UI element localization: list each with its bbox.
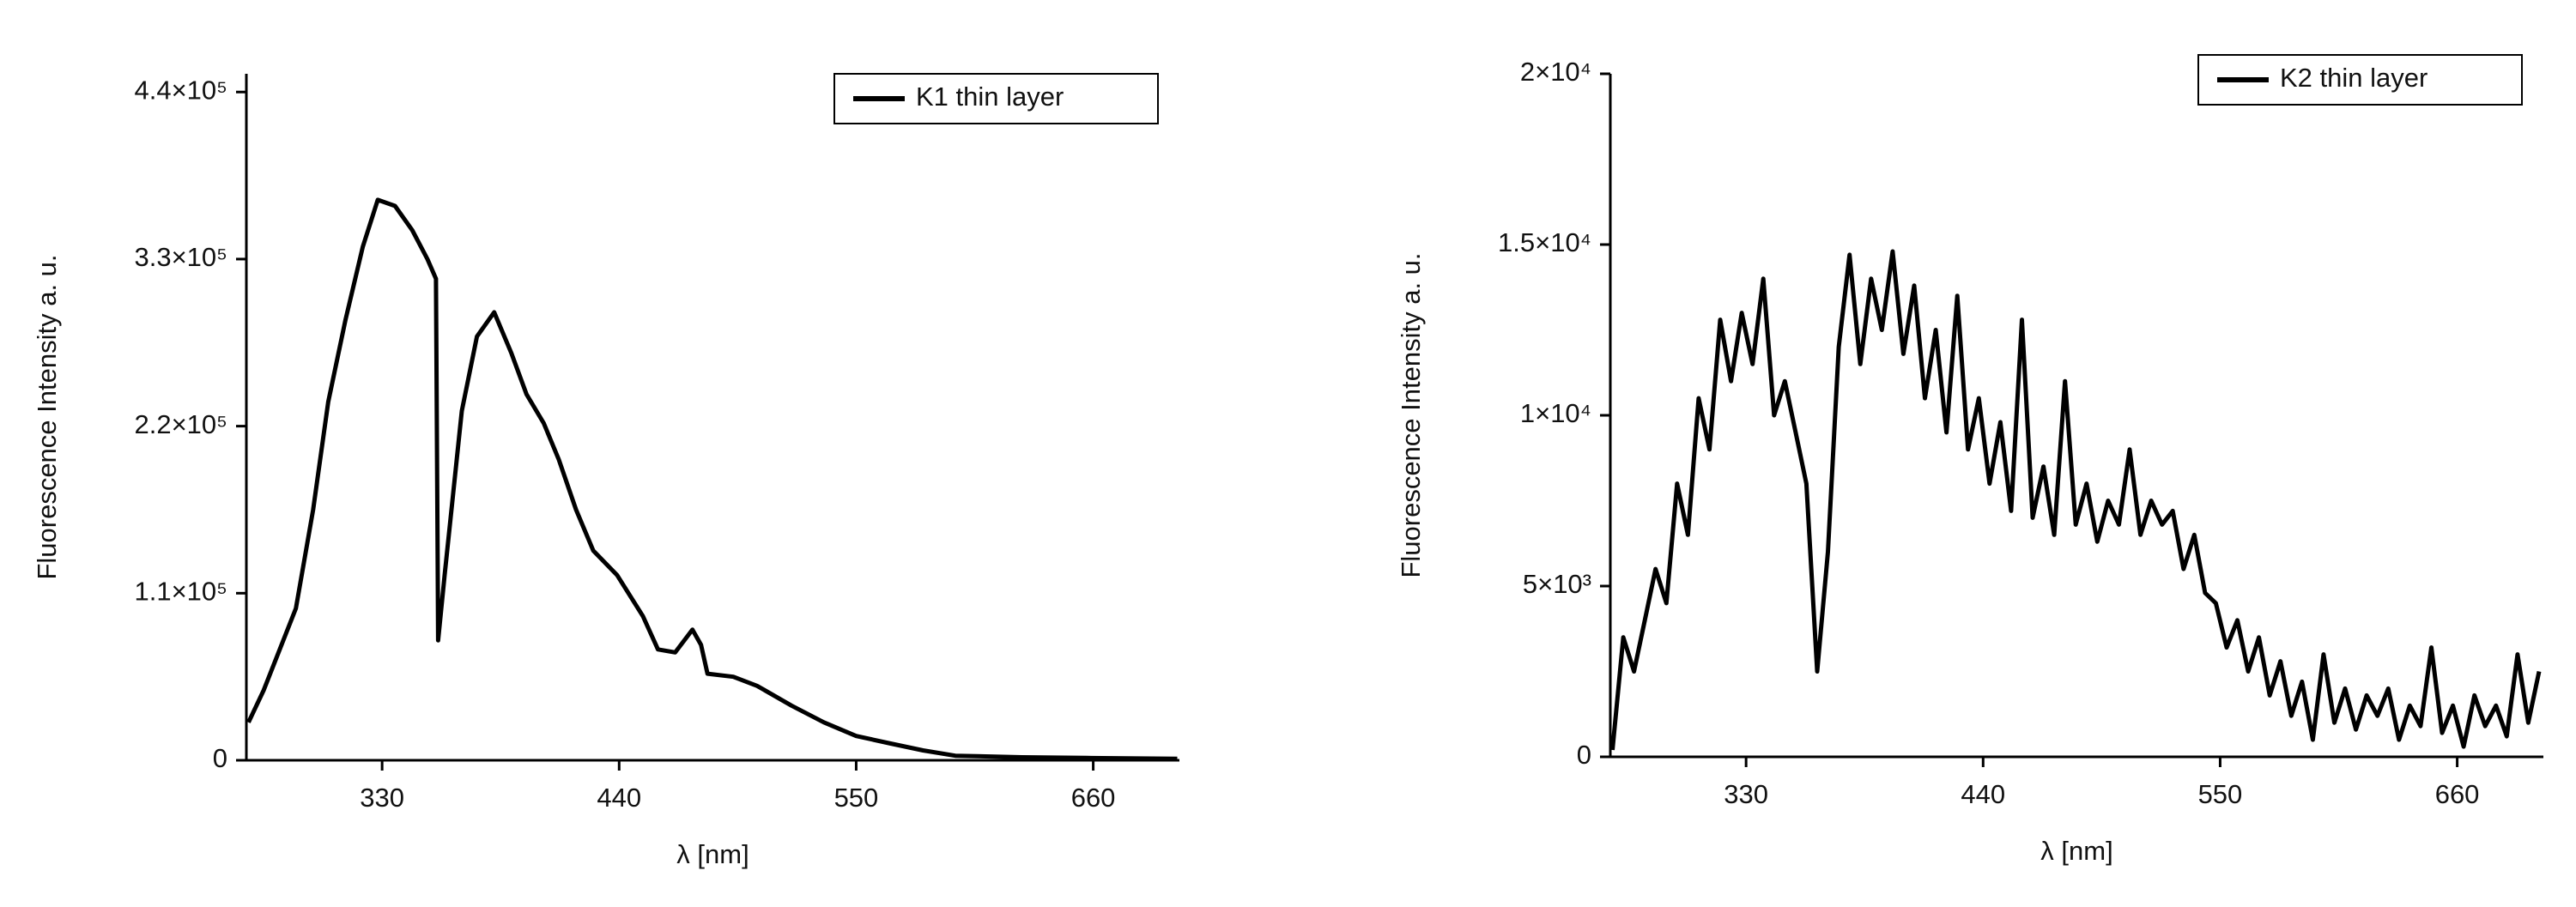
- y-axis-label: Fluorescence Intensity a. u.: [1396, 252, 1426, 577]
- y-tick-label: 1.1×10⁵: [134, 576, 227, 606]
- y-axis-label: Fluorescence Intensity a. u.: [32, 254, 62, 579]
- y-tick-label: 0: [213, 743, 227, 773]
- y-tick-label: 5×10³: [1523, 569, 1591, 599]
- x-tick-label: 660: [2435, 779, 2480, 809]
- y-tick-label: 2.2×10⁵: [134, 409, 227, 439]
- x-axis-label: λ [nm]: [2040, 836, 2112, 866]
- x-axis-label: λ [nm]: [676, 839, 749, 869]
- data-line: [246, 197, 1178, 761]
- data-line: [1610, 249, 2542, 751]
- legend-box: [2197, 54, 2523, 106]
- legend-label: K2 thin layer: [2280, 63, 2428, 93]
- y-tick-label: 2×10⁴: [1520, 57, 1591, 87]
- x-tick-label: 330: [1724, 779, 1768, 809]
- y-tick-label: 3.3×10⁵: [134, 242, 227, 272]
- y-tick-label: 1×10⁴: [1520, 398, 1591, 428]
- y-tick-label: 0: [1577, 740, 1591, 770]
- x-tick-label: 550: [834, 783, 879, 813]
- legend-label: K1 thin layer: [916, 82, 1064, 112]
- x-tick-label: 330: [360, 783, 404, 813]
- x-tick-label: 550: [2198, 779, 2243, 809]
- y-tick-label: 4.4×10⁵: [134, 75, 227, 105]
- x-tick-label: 660: [1071, 783, 1116, 813]
- x-tick-label: 440: [1961, 779, 2005, 809]
- x-tick-label: 440: [597, 783, 641, 813]
- y-tick-label: 1.5×10⁴: [1498, 227, 1591, 257]
